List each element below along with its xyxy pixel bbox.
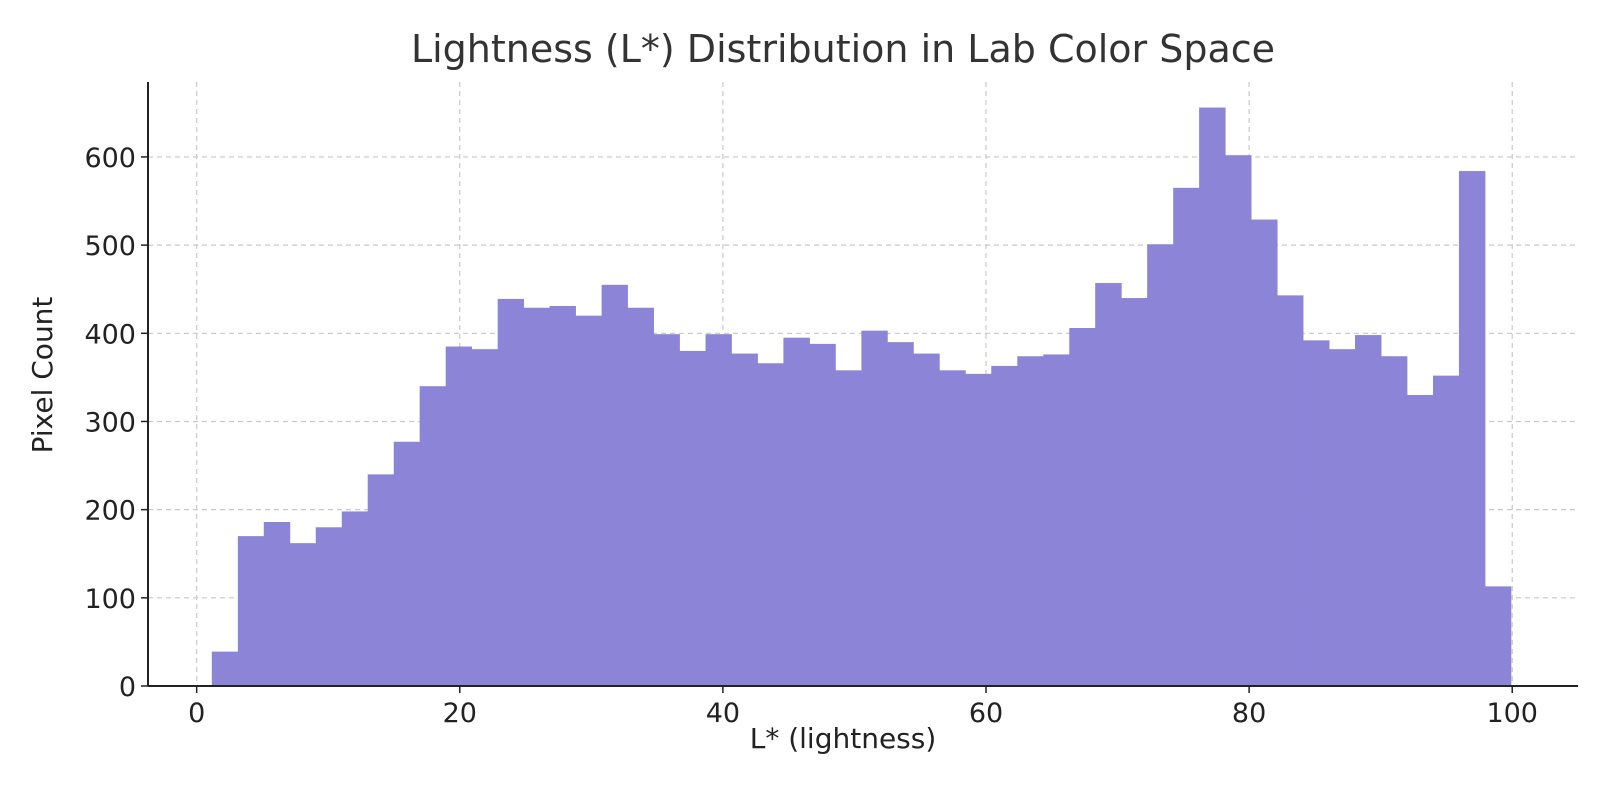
- histogram-bar: [367, 474, 395, 686]
- histogram-bar: [1329, 349, 1356, 686]
- y-tick-label: 300: [84, 407, 136, 438]
- histogram-bar: [679, 350, 706, 686]
- histogram-bar: [1017, 356, 1044, 686]
- y-tick-label: 400: [84, 319, 136, 350]
- x-axis-label: L* (lightness): [750, 722, 937, 755]
- histogram-bar: [783, 337, 810, 686]
- histogram-bar: [731, 353, 758, 686]
- histogram-bar: [965, 373, 992, 686]
- histogram-bar: [1458, 171, 1486, 686]
- histogram-bar: [1225, 155, 1252, 686]
- x-tick-label: 40: [706, 698, 740, 729]
- histogram-bar: [1199, 107, 1226, 686]
- histogram-bar: [1043, 354, 1070, 686]
- axes: [147, 82, 1578, 687]
- y-tick-label: 600: [84, 143, 136, 174]
- histogram-bar: [1484, 586, 1512, 686]
- histogram-bar: [575, 315, 603, 686]
- histogram-bar: [1355, 335, 1382, 686]
- histogram-bar: [497, 298, 524, 686]
- histogram-bar: [549, 305, 576, 686]
- histogram-bar: [1277, 295, 1304, 686]
- x-tick-label: 60: [969, 698, 1003, 729]
- x-tick-label: 80: [1232, 698, 1266, 729]
- chart-title: Lightness (L*) Distribution in Lab Color…: [411, 27, 1275, 71]
- histogram-bar: [1303, 340, 1330, 686]
- y-tick-label: 0: [119, 672, 136, 703]
- histogram-bar: [809, 343, 836, 686]
- histogram-bar: [1147, 244, 1174, 686]
- y-tick-label: 100: [84, 584, 136, 615]
- histogram-bar: [237, 536, 265, 686]
- histogram-bar: [315, 527, 343, 686]
- x-tick-label: 0: [188, 698, 205, 729]
- histogram-bar: [887, 342, 914, 686]
- histogram-bar: [1069, 328, 1096, 686]
- histogram-bar: [445, 346, 473, 686]
- histogram-bar: [471, 349, 499, 686]
- histogram-bar: [1381, 356, 1408, 686]
- histogram-bar: [835, 370, 862, 686]
- histogram-bar: [861, 330, 888, 686]
- histogram-bars: [211, 107, 1512, 686]
- histogram-bar: [1173, 187, 1200, 686]
- histogram-bar: [393, 441, 421, 686]
- histogram-bar: [627, 307, 654, 686]
- histogram-bar: [289, 543, 317, 686]
- histogram-bar: [419, 386, 447, 686]
- histogram-bar: [653, 334, 680, 686]
- histogram-bar: [601, 284, 628, 686]
- y-tick-label: 500: [84, 231, 136, 262]
- x-tick-label: 20: [443, 698, 477, 729]
- y-axis-label: Pixel Count: [26, 297, 59, 454]
- histogram-bar: [523, 307, 551, 686]
- histogram-bar: [939, 370, 966, 686]
- histogram-bar: [1406, 395, 1434, 686]
- histogram-bar: [757, 363, 784, 686]
- histogram-bar: [1121, 298, 1148, 686]
- y-tick-label: 200: [84, 496, 136, 527]
- histogram-bar: [1433, 375, 1460, 686]
- x-tick-label: 100: [1486, 698, 1538, 729]
- histogram-bar: [211, 651, 239, 686]
- histogram-bar: [1095, 283, 1122, 686]
- x-axis-ticks: 0 20 40 60 80 100: [188, 686, 1538, 729]
- histogram-bar: [341, 511, 369, 686]
- histogram-bar: [1251, 219, 1278, 686]
- histogram-bar: [991, 365, 1018, 686]
- histogram-bar: [263, 521, 291, 686]
- histogram-bar: [705, 334, 732, 686]
- y-axis-ticks: 0 100 200 300 400 500 600: [84, 143, 148, 703]
- histogram-bar: [913, 353, 940, 686]
